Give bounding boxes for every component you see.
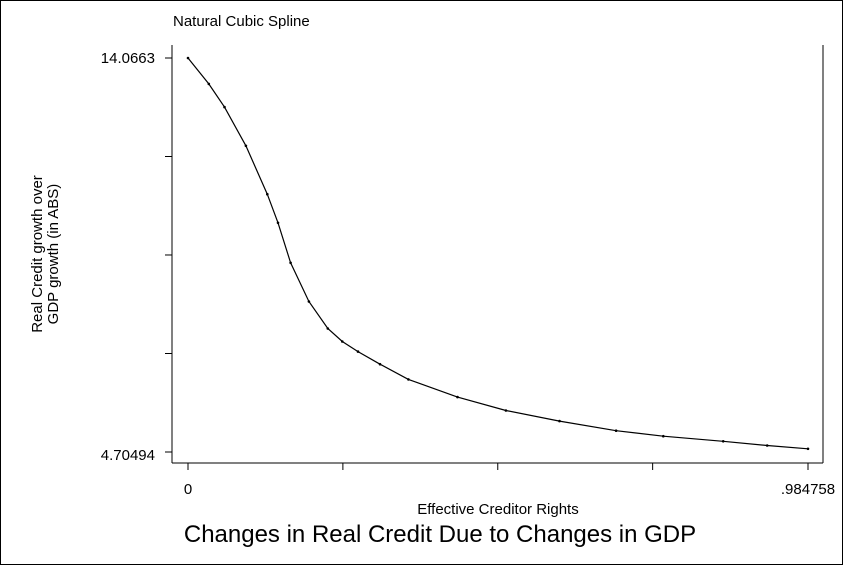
- y-axis-title-line-1: Real Credit growth over: [29, 175, 46, 333]
- x-ticks: [187, 463, 809, 470]
- data-point-11: [378, 362, 382, 366]
- series-line: [187, 57, 809, 450]
- data-point-17: [662, 434, 665, 438]
- data-point-12: [407, 378, 410, 381]
- data-point-14: [504, 409, 508, 412]
- x-tick-label-min: 0: [184, 481, 192, 498]
- data-point-18: [721, 440, 725, 443]
- x-tick-label-max: .984758: [781, 481, 835, 498]
- y-axis-title-line-2: GDP growth (in ABS): [45, 184, 62, 325]
- y-tick-label-min: 4.70494: [101, 447, 155, 464]
- x-axis-title: Effective Creditor Rights: [417, 501, 578, 518]
- data-point-3: [244, 144, 248, 148]
- data-point-6: [289, 261, 292, 265]
- data-point-4: [266, 192, 269, 196]
- data-point-20: [806, 447, 810, 451]
- data-point-15: [558, 419, 561, 423]
- data-point-2: [223, 105, 226, 109]
- data-point-8: [326, 327, 330, 330]
- data-points: [186, 56, 810, 451]
- data-point-19: [765, 444, 769, 447]
- y-tick-label-max: 14.0663: [101, 50, 155, 67]
- data-point-16: [614, 429, 618, 433]
- data-point-13: [456, 395, 459, 399]
- y-ticks: [165, 57, 172, 453]
- data-point-10: [356, 350, 360, 353]
- chart-subtitle: Natural Cubic Spline: [173, 13, 310, 30]
- data-point-7: [307, 300, 311, 303]
- data-point-1: [207, 82, 211, 86]
- data-point-5: [276, 221, 280, 225]
- data-point-0: [186, 56, 190, 60]
- data-point-9: [341, 340, 344, 343]
- chart-title: Changes in Real Credit Due to Changes in…: [184, 521, 696, 548]
